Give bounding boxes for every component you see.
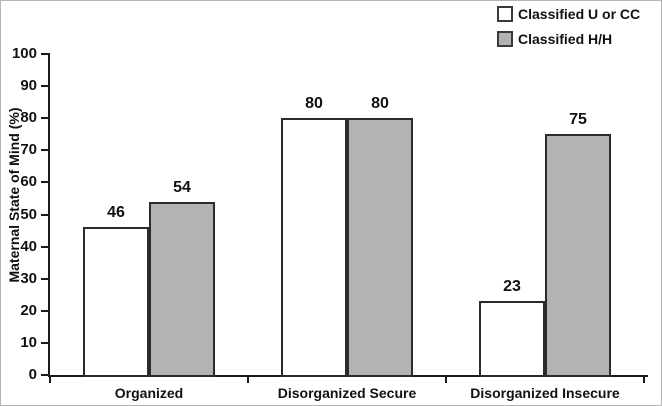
- y-tick-label: 40: [20, 237, 37, 255]
- x-tick: [49, 375, 51, 383]
- bar-value-label: 80: [371, 95, 389, 113]
- y-tick-label: 60: [20, 173, 37, 191]
- bar-value-label: 75: [569, 111, 587, 129]
- bar: [281, 118, 347, 377]
- y-tick: [41, 149, 48, 152]
- legend-swatch-icon: [497, 6, 513, 22]
- category-label: Organized: [114, 385, 184, 401]
- legend-item: Classified H/H: [497, 31, 640, 47]
- x-tick: [643, 375, 645, 383]
- category-label: Disorganized Secure: [277, 385, 417, 401]
- y-tick: [41, 213, 48, 216]
- legend: Classified U or CC Classified H/H: [497, 6, 640, 56]
- y-tick: [41, 374, 48, 376]
- x-tick: [445, 375, 447, 383]
- y-tick: [41, 117, 48, 120]
- y-tick-label: 100: [11, 45, 37, 62]
- bar-value-label: 54: [173, 178, 191, 196]
- legend-swatch-icon: [497, 31, 513, 47]
- bar: [545, 134, 611, 377]
- x-tick: [247, 375, 249, 383]
- bar-value-label: 80: [305, 95, 323, 113]
- y-tick-label: 20: [20, 301, 37, 319]
- y-tick: [41, 277, 48, 280]
- y-tick: [41, 53, 48, 55]
- bar: [479, 301, 545, 377]
- y-tick: [41, 309, 48, 312]
- legend-label: Classified H/H: [518, 31, 613, 47]
- y-tick-label: 50: [20, 205, 37, 223]
- y-tick: [41, 341, 48, 344]
- y-tick-label: 70: [20, 141, 37, 159]
- bar: [83, 227, 149, 377]
- legend-item: Classified U or CC: [497, 6, 640, 22]
- y-tick-label: 10: [20, 333, 37, 351]
- y-tick-label: 0: [28, 366, 37, 383]
- bar: [149, 201, 215, 377]
- category-label: Disorganized Insecure: [470, 385, 620, 401]
- y-axis-line: [48, 53, 50, 377]
- y-tick-label: 90: [20, 77, 37, 95]
- bar-value-label: 46: [107, 204, 125, 222]
- y-tick-label: 30: [20, 269, 37, 287]
- y-tick: [41, 245, 48, 248]
- y-tick-label: 80: [20, 109, 37, 127]
- bar-value-label: 23: [503, 278, 521, 296]
- y-tick: [41, 85, 48, 88]
- legend-label: Classified U or CC: [518, 6, 641, 22]
- bar: [347, 118, 413, 377]
- y-tick: [41, 181, 48, 184]
